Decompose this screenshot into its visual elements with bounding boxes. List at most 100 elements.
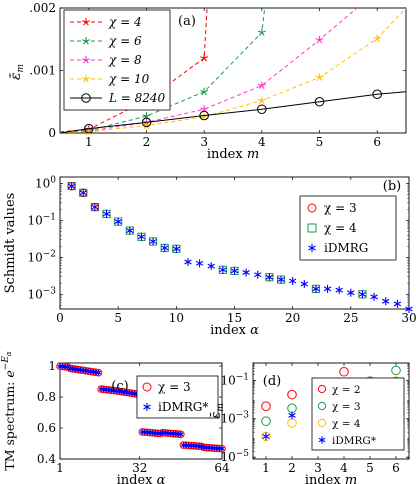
y-tick-exponent: −3 bbox=[43, 286, 57, 296]
data-point bbox=[175, 431, 181, 437]
data-point bbox=[101, 386, 107, 392]
x-tick-label: 4 bbox=[258, 135, 266, 149]
x-axis-label-text: index bbox=[305, 473, 345, 484]
y-tick-exponent: 0 bbox=[50, 176, 56, 186]
legend-marker bbox=[317, 401, 327, 411]
x-tick-label: 6 bbox=[373, 135, 381, 149]
legend-marker bbox=[143, 403, 151, 411]
series-line bbox=[60, 8, 406, 133]
legend-marker bbox=[82, 56, 90, 64]
data-point bbox=[405, 305, 413, 313]
data-point bbox=[347, 288, 355, 297]
legend-label: χ = 4 bbox=[332, 418, 361, 430]
x-tick-label: 0 bbox=[56, 311, 64, 325]
legend-label: χ = 4 bbox=[108, 15, 142, 29]
y-tick-exponent: −1 bbox=[43, 212, 56, 222]
x-tick-label: 64 bbox=[214, 461, 230, 475]
x-tick-label: 5 bbox=[316, 135, 324, 149]
x-tick-label: 5 bbox=[366, 461, 374, 475]
legend-label: χ = 2 bbox=[332, 384, 361, 396]
data-point bbox=[106, 387, 112, 393]
y-axis-label-exponent: −E bbox=[1, 356, 11, 371]
x-tick-label: 3 bbox=[200, 135, 208, 149]
legend: χ = 2 χ = 3 χ = 4 iDMRG* bbox=[311, 377, 405, 451]
data-point bbox=[261, 431, 271, 442]
data-point bbox=[193, 443, 199, 449]
data-point bbox=[277, 275, 285, 284]
data-point bbox=[323, 284, 332, 293]
y-axis-label-subscript: α bbox=[5, 351, 13, 356]
legend-marker bbox=[82, 37, 90, 45]
data-point bbox=[196, 443, 202, 449]
data-point bbox=[114, 217, 122, 226]
legend-label: iDMRG* bbox=[158, 400, 208, 414]
panel-d: 1 2 3 4 5 610−110−310−5χ = 2χ = 3χ = 4iDMRG*(… bbox=[209, 362, 410, 484]
y-axis-label: TM spectrum: e−Eα bbox=[1, 351, 17, 471]
data-point bbox=[60, 363, 66, 370]
data-point bbox=[62, 364, 68, 370]
y-tick-label: 10−2 bbox=[27, 249, 56, 264]
data-point bbox=[80, 367, 86, 373]
y-axis-label-text: TM spectrum: bbox=[2, 378, 17, 471]
y-tick-exponent: −5 bbox=[236, 449, 250, 459]
x-tick-label: 6 bbox=[392, 461, 400, 475]
panel-label: (c) bbox=[111, 379, 128, 394]
data-point bbox=[149, 237, 157, 246]
data-point bbox=[265, 273, 274, 282]
x-axis-label-symbol: m bbox=[247, 147, 259, 162]
plot-frame bbox=[59, 362, 223, 460]
data-point bbox=[184, 257, 192, 266]
data-point bbox=[168, 430, 174, 436]
data-point bbox=[199, 110, 209, 121]
data-point bbox=[287, 403, 297, 414]
legend-marker bbox=[307, 223, 317, 233]
data-point bbox=[67, 182, 76, 191]
data-point bbox=[142, 121, 151, 130]
data-point bbox=[150, 430, 156, 436]
data-point bbox=[170, 431, 176, 437]
panel-label: (a) bbox=[178, 14, 196, 29]
data-point bbox=[129, 390, 135, 396]
y-tick-label: 0 bbox=[48, 126, 56, 140]
data-point bbox=[315, 35, 324, 44]
data-point bbox=[85, 368, 91, 374]
data-point bbox=[262, 432, 270, 441]
legend-label: χ = 3 bbox=[332, 401, 361, 413]
legend-label: L = 8240 bbox=[108, 91, 166, 105]
x-tick-label: 3 bbox=[314, 461, 322, 475]
y-tick-base: 10 bbox=[220, 450, 235, 464]
legend-label: χ = 3 bbox=[158, 380, 191, 394]
data-point bbox=[257, 104, 267, 115]
x-tick-label: 25 bbox=[343, 311, 358, 325]
y-axis-label: ε̄m bbox=[8, 64, 26, 80]
data-point bbox=[96, 370, 102, 376]
x-axis-label-symbol: α bbox=[157, 473, 166, 484]
legend-marker bbox=[308, 244, 316, 252]
data-point bbox=[373, 34, 382, 43]
data-point bbox=[162, 430, 168, 436]
data-point bbox=[219, 265, 227, 274]
legend-marker bbox=[307, 203, 317, 213]
data-point bbox=[391, 365, 401, 376]
data-point bbox=[198, 443, 204, 449]
legend-box bbox=[63, 9, 171, 111]
legend-label: iDMRG* bbox=[332, 435, 377, 447]
panel-label: (b) bbox=[383, 179, 401, 194]
legend-marker bbox=[81, 93, 91, 103]
panel-a: 1 2 3 4 5 6 0 .001 .002 χ = 4 χ = 6 χ = 8 χ = 10 L = … bbox=[8, 1, 407, 162]
data-point bbox=[57, 363, 63, 369]
data-point bbox=[75, 366, 81, 373]
y-tick-exponent: −2 bbox=[43, 249, 56, 259]
legend-label: χ = 3 bbox=[324, 201, 357, 215]
data-point bbox=[91, 203, 99, 212]
data-point bbox=[142, 429, 148, 435]
data-point bbox=[124, 389, 130, 396]
data-point bbox=[261, 401, 271, 411]
data-point bbox=[93, 369, 99, 375]
data-point bbox=[111, 387, 117, 394]
data-point bbox=[70, 366, 76, 372]
data-point bbox=[155, 430, 161, 436]
data-point bbox=[207, 262, 215, 271]
data-point bbox=[211, 445, 217, 451]
